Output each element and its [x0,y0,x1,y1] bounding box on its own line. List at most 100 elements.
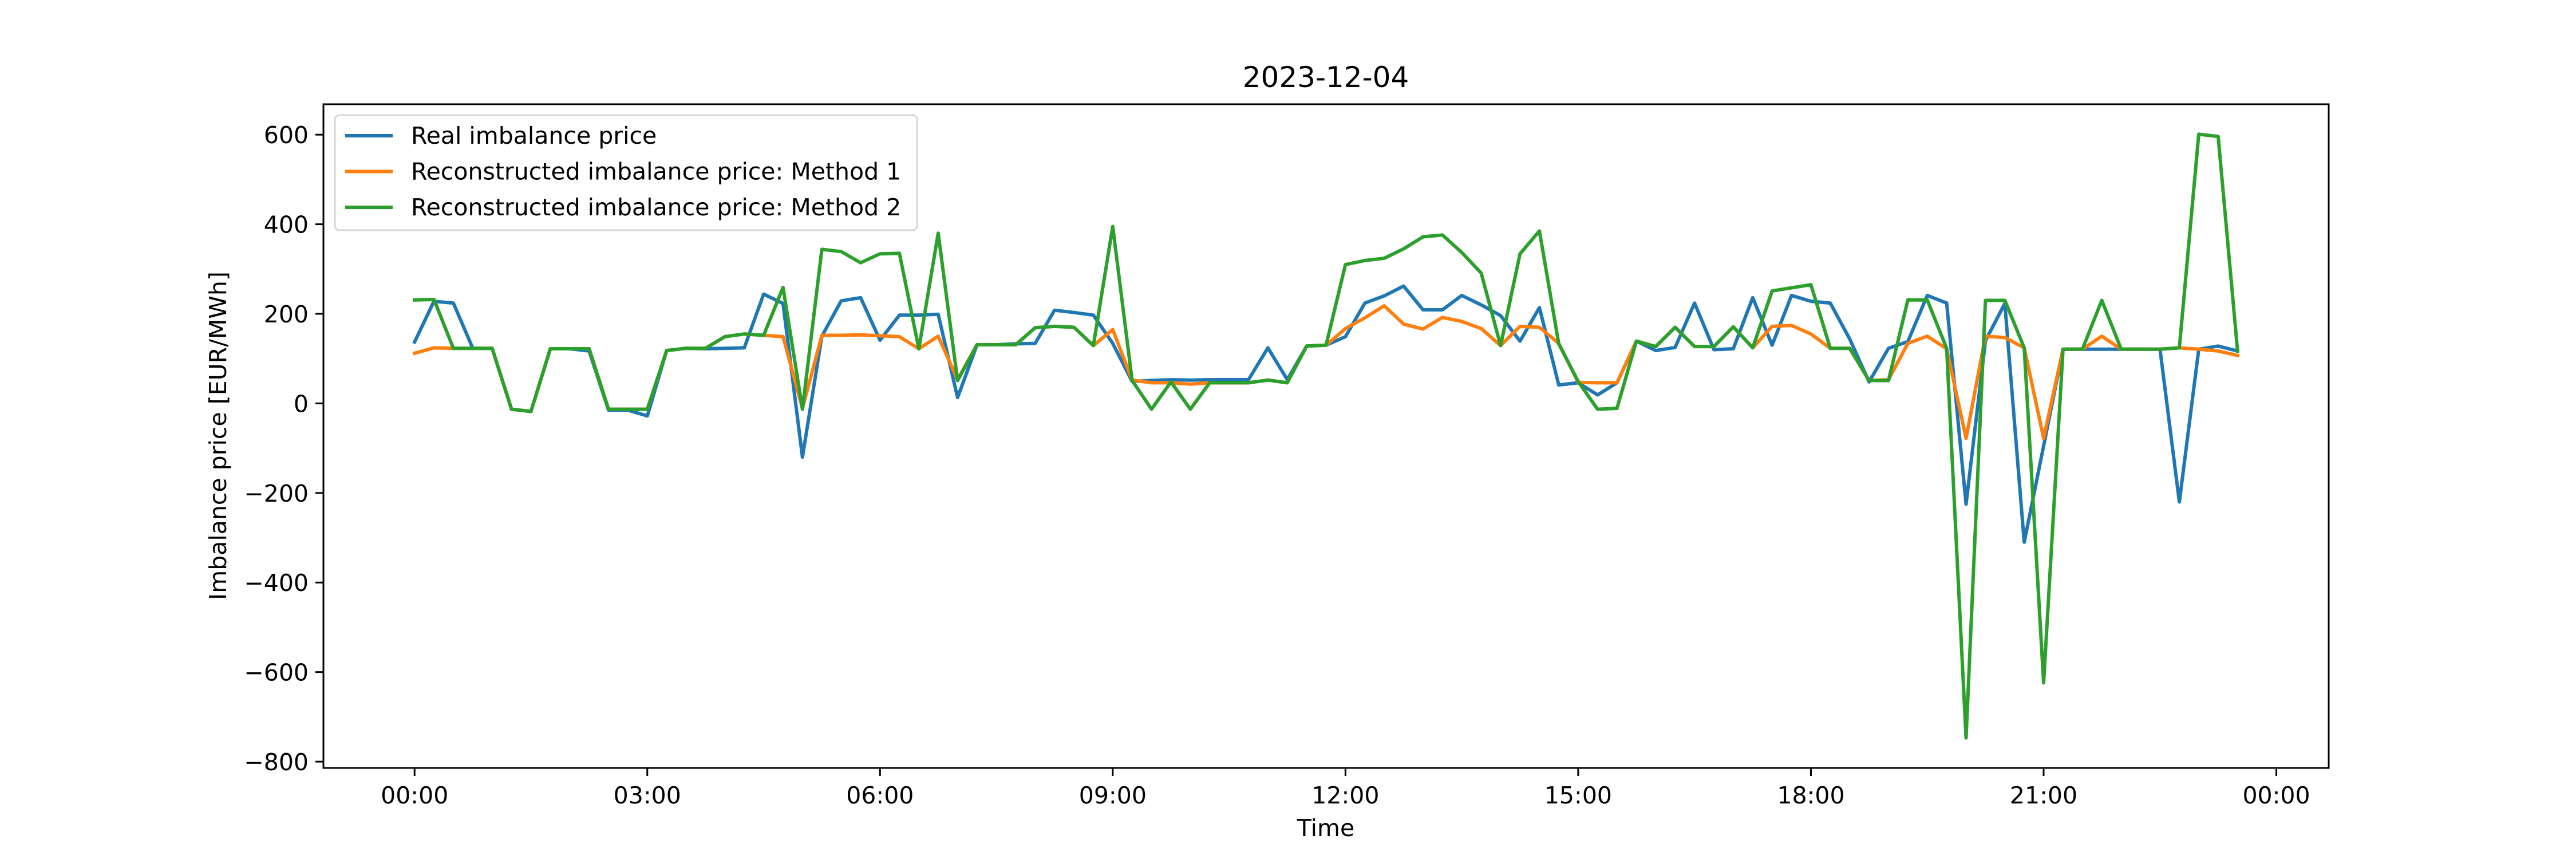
data-point-s3-65 [1673,326,1677,329]
data-point-s1-34 [1072,311,1076,314]
data-point-s2-55 [1480,327,1483,330]
y-axis-label: Imbalance price [EUR/MWh] [204,271,232,600]
data-point-s3-79 [1945,346,1949,350]
data-point-s3-84 [2042,681,2045,684]
data-point-s3-29 [975,343,979,346]
data-point-s3-62 [1615,407,1619,410]
data-point-s1-44 [1266,346,1270,349]
data-point-s3-27 [937,231,940,235]
data-point-s1-56 [1499,314,1502,317]
legend-label-1: Real imbalance price [411,122,657,149]
data-point-s1-22 [840,299,843,302]
data-point-s2-87 [2100,334,2104,338]
data-point-s1-71 [1790,294,1793,297]
data-point-s3-48 [1344,263,1347,266]
data-point-s2-80 [1965,436,1968,440]
data-point-s3-49 [1363,259,1366,262]
data-point-s1-40 [1188,379,1192,382]
data-point-s3-54 [1460,251,1464,254]
data-point-s3-78 [1926,298,1929,302]
data-point-s2-36 [1111,328,1115,331]
data-point-s3-28 [956,379,959,383]
data-point-s1-70 [1771,344,1774,347]
data-point-s1-84 [2042,444,2045,448]
data-point-s1-27 [937,313,940,316]
data-point-s1-76 [1887,346,1890,350]
data-point-s3-41 [1208,381,1211,384]
data-point-s2-25 [898,335,901,338]
data-point-s1-80 [1965,502,1968,506]
data-point-s2-40 [1188,383,1192,386]
data-point-s2-0 [413,352,416,355]
data-point-s3-44 [1266,379,1270,382]
data-point-s2-48 [1344,327,1347,330]
data-point-s3-66 [1693,345,1696,348]
data-point-s3-22 [840,250,843,253]
data-point-s1-58 [1538,306,1541,309]
data-point-s2-23 [859,333,862,337]
data-point-s3-47 [1325,344,1328,347]
data-point-s3-40 [1188,408,1192,411]
data-point-s2-93 [2217,349,2220,353]
data-point-s3-23 [859,261,862,265]
data-point-s3-83 [2022,346,2026,349]
data-point-s2-71 [1790,324,1793,327]
data-point-s3-12 [646,408,649,411]
data-point-s1-78 [1926,294,1929,297]
data-point-s2-84 [2042,436,2045,440]
data-point-s1-67 [1712,348,1716,352]
data-point-s3-80 [1965,736,1968,740]
data-point-s3-68 [1732,325,1735,329]
series-line-1 [412,284,2240,544]
data-point-s1-2 [452,301,455,305]
data-point-s1-64 [1654,349,1657,352]
data-point-s1-74 [1848,337,1851,341]
data-point-s2-58 [1538,326,1541,329]
data-point-s1-25 [898,313,901,317]
data-point-s3-60 [1577,380,1580,383]
data-point-s2-78 [1926,334,1929,338]
data-point-s2-21 [820,334,824,337]
data-point-s1-49 [1363,301,1366,305]
data-point-s3-8 [568,347,571,350]
x-tick-label: 12:00 [1311,782,1379,809]
data-point-s2-24 [878,334,882,337]
data-point-s1-55 [1480,303,1483,306]
data-point-s1-24 [878,338,882,342]
data-point-s3-14 [685,346,688,350]
data-point-s1-50 [1382,294,1386,298]
data-point-s1-48 [1344,335,1347,338]
data-point-s1-54 [1460,294,1464,297]
data-point-s3-69 [1751,346,1755,349]
data-point-s1-52 [1421,308,1425,312]
data-point-s3-38 [1150,408,1153,411]
data-point-s3-55 [1480,271,1483,275]
y-tick-label: −400 [244,569,309,597]
data-point-s3-57 [1518,252,1522,255]
data-point-s3-91 [2178,346,2181,349]
series-line-2 [412,304,2240,440]
data-point-s3-39 [1170,380,1173,384]
data-point-s1-87 [2100,348,2104,351]
data-point-s3-88 [2120,348,2123,351]
x-tick-label: 18:00 [1777,782,1844,809]
y-tick-label: 600 [264,121,309,149]
y-axis: 600 400 200 0 −200 −400 −600 −800 [244,121,323,776]
data-point-s1-93 [2217,344,2220,348]
x-tick-label: 00:00 [381,782,448,809]
data-point-s2-92 [2197,348,2200,351]
chart-title: 2023-12-04 [1243,61,1409,94]
data-point-s3-2 [452,346,455,350]
data-point-s3-90 [2158,348,2162,351]
data-point-s3-82 [2003,299,2006,302]
data-point-s3-15 [704,346,707,350]
data-point-s2-52 [1421,328,1425,331]
data-point-s2-61 [1596,381,1599,384]
data-point-s2-94 [2236,354,2239,357]
x-tick-label: 21:00 [2010,782,2077,809]
data-point-s1-59 [1557,383,1560,387]
data-point-s3-89 [2139,348,2142,351]
data-point-s1-26 [917,313,920,317]
data-point-s2-50 [1382,304,1386,308]
data-point-s2-82 [2003,336,2006,339]
